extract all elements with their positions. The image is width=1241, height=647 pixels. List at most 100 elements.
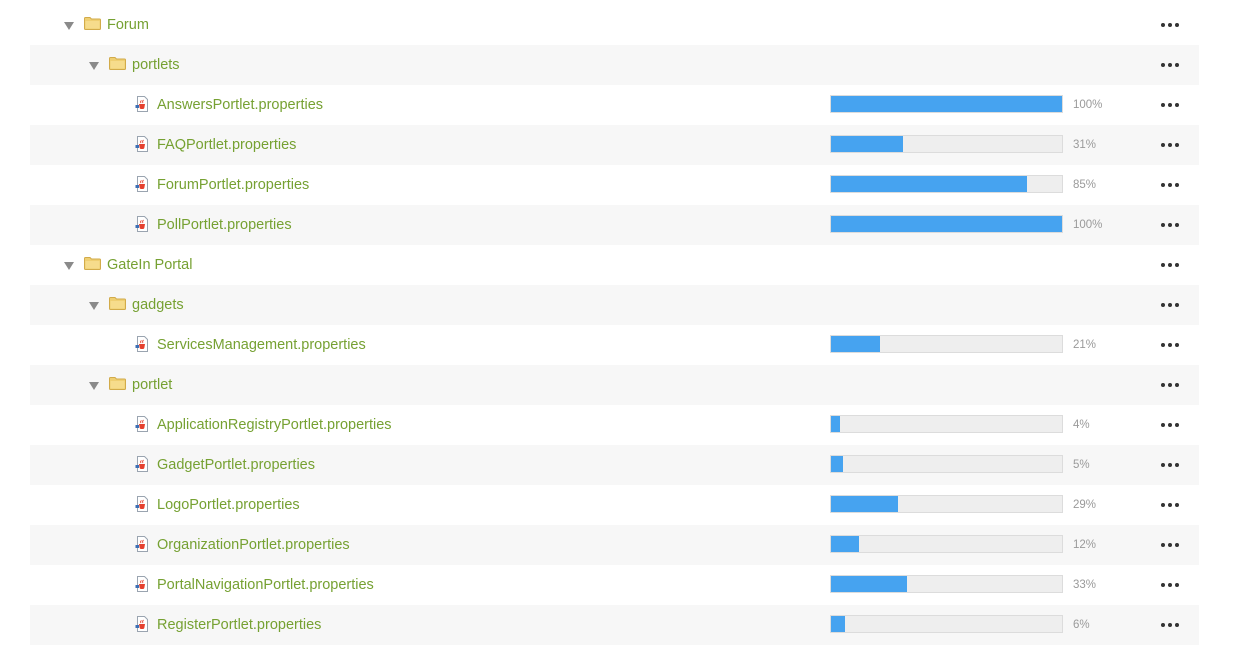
caret-down-icon[interactable]	[64, 262, 74, 270]
more-horizontal-icon[interactable]	[1161, 23, 1179, 27]
more-horizontal-icon[interactable]	[1161, 263, 1179, 267]
translation-tree: Forum portlets AnswersPortlet.properties 10…	[30, 5, 1199, 645]
progress-bar	[830, 615, 1063, 633]
progress-bar-fill	[831, 456, 843, 472]
tree-file-row: RegisterPortlet.properties 6%	[30, 605, 1199, 645]
tree-folder-row: Forum	[30, 5, 1199, 45]
progress-bar	[830, 495, 1063, 513]
file-link[interactable]: ServicesManagement.properties	[157, 337, 366, 353]
file-link[interactable]: PortalNavigationPortlet.properties	[157, 577, 374, 593]
progress-bar	[830, 455, 1063, 473]
more-horizontal-icon[interactable]	[1161, 63, 1179, 67]
folder-icon	[84, 257, 101, 270]
folder-link[interactable]: portlets	[132, 57, 180, 73]
progress-bar-fill	[831, 496, 898, 512]
java-properties-file-icon	[135, 456, 149, 472]
more-horizontal-icon[interactable]	[1161, 103, 1179, 107]
progress-bar-fill	[831, 616, 845, 632]
progress-bar	[830, 215, 1063, 233]
progress-bar	[830, 415, 1063, 433]
tree-file-row: ForumPortlet.properties 85%	[30, 165, 1199, 205]
more-horizontal-icon[interactable]	[1161, 183, 1179, 187]
tree-file-row: LogoPortlet.properties 29%	[30, 485, 1199, 525]
progress-percent: 6%	[1073, 619, 1090, 631]
progress-bar-fill	[831, 216, 1062, 232]
progress-bar	[830, 575, 1063, 593]
folder-link[interactable]: GateIn Portal	[107, 257, 193, 273]
progress-percent: 100%	[1073, 219, 1103, 231]
java-properties-file-icon	[135, 96, 149, 112]
caret-down-icon[interactable]	[64, 22, 74, 30]
caret-down-icon[interactable]	[89, 302, 99, 310]
more-horizontal-icon[interactable]	[1161, 223, 1179, 227]
progress-bar-fill	[831, 536, 859, 552]
folder-link[interactable]: gadgets	[132, 297, 184, 313]
folder-link[interactable]: Forum	[107, 17, 149, 33]
progress-percent: 31%	[1073, 139, 1097, 151]
progress-percent: 85%	[1073, 179, 1097, 191]
more-horizontal-icon[interactable]	[1161, 303, 1179, 307]
java-properties-file-icon	[135, 416, 149, 432]
caret-down-icon[interactable]	[89, 382, 99, 390]
java-properties-file-icon	[135, 496, 149, 512]
progress-bar-fill	[831, 136, 903, 152]
tree-file-row: ApplicationRegistryPortlet.properties 4%	[30, 405, 1199, 445]
folder-icon	[109, 57, 126, 70]
folder-icon	[109, 377, 126, 390]
file-link[interactable]: PollPortlet.properties	[157, 217, 292, 233]
file-link[interactable]: ForumPortlet.properties	[157, 177, 310, 193]
progress-bar-fill	[831, 336, 880, 352]
file-link[interactable]: RegisterPortlet.properties	[157, 617, 322, 633]
progress-bar-fill	[831, 96, 1062, 112]
progress-bar	[830, 175, 1063, 193]
caret-down-icon[interactable]	[89, 62, 99, 70]
more-horizontal-icon[interactable]	[1161, 623, 1179, 627]
more-horizontal-icon[interactable]	[1161, 343, 1179, 347]
more-horizontal-icon[interactable]	[1161, 503, 1179, 507]
progress-percent: 4%	[1073, 419, 1090, 431]
progress-bar	[830, 535, 1063, 553]
file-link[interactable]: ApplicationRegistryPortlet.properties	[157, 417, 392, 433]
java-properties-file-icon	[135, 536, 149, 552]
more-horizontal-icon[interactable]	[1161, 583, 1179, 587]
folder-link[interactable]: portlet	[132, 377, 173, 393]
progress-bar	[830, 335, 1063, 353]
tree-folder-row: GateIn Portal	[30, 245, 1199, 285]
file-link[interactable]: FAQPortlet.properties	[157, 137, 297, 153]
progress-bar-fill	[831, 416, 841, 432]
tree-folder-row: gadgets	[30, 285, 1199, 325]
java-properties-file-icon	[135, 616, 149, 632]
progress-percent: 33%	[1073, 579, 1097, 591]
file-link[interactable]: AnswersPortlet.properties	[157, 97, 324, 113]
progress-bar	[830, 95, 1063, 113]
progress-bar-fill	[831, 176, 1028, 192]
tree-folder-row: portlet	[30, 365, 1199, 405]
more-horizontal-icon[interactable]	[1161, 463, 1179, 467]
tree-file-row: GadgetPortlet.properties 5%	[30, 445, 1199, 485]
more-horizontal-icon[interactable]	[1161, 383, 1179, 387]
java-properties-file-icon	[135, 136, 149, 152]
tree-folder-row: portlets	[30, 45, 1199, 85]
more-horizontal-icon[interactable]	[1161, 423, 1179, 427]
file-link[interactable]: LogoPortlet.properties	[157, 497, 300, 513]
tree-file-row: FAQPortlet.properties 31%	[30, 125, 1199, 165]
progress-percent: 100%	[1073, 99, 1103, 111]
tree-file-row: OrganizationPortlet.properties 12%	[30, 525, 1199, 565]
file-link[interactable]: GadgetPortlet.properties	[157, 457, 315, 473]
tree-file-row: PollPortlet.properties 100%	[30, 205, 1199, 245]
file-link[interactable]: OrganizationPortlet.properties	[157, 537, 350, 553]
progress-bar	[830, 135, 1063, 153]
java-properties-file-icon	[135, 336, 149, 352]
tree-file-row: PortalNavigationPortlet.properties 33%	[30, 565, 1199, 605]
java-properties-file-icon	[135, 176, 149, 192]
progress-bar-fill	[831, 576, 908, 592]
more-horizontal-icon[interactable]	[1161, 543, 1179, 547]
tree-file-row: ServicesManagement.properties 21%	[30, 325, 1199, 365]
java-properties-file-icon	[135, 576, 149, 592]
progress-percent: 12%	[1073, 539, 1097, 551]
java-properties-file-icon	[135, 216, 149, 232]
more-horizontal-icon[interactable]	[1161, 143, 1179, 147]
progress-percent: 5%	[1073, 459, 1090, 471]
progress-percent: 29%	[1073, 499, 1097, 511]
tree-file-row: AnswersPortlet.properties 100%	[30, 85, 1199, 125]
